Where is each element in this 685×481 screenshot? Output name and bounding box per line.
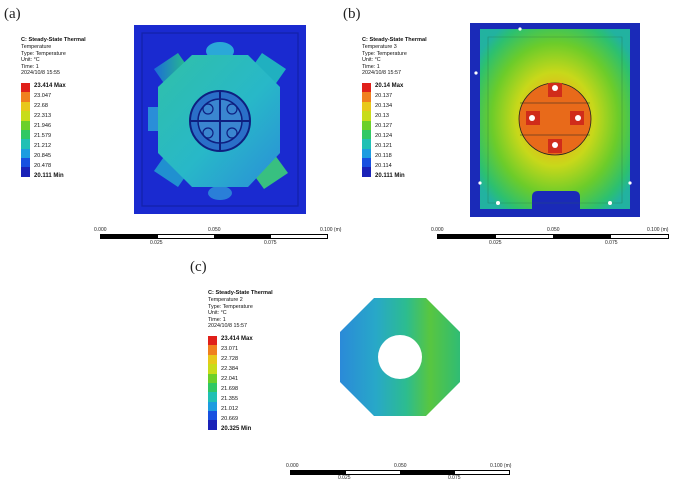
legend-meta-4: Time: 1	[208, 316, 226, 323]
legend-meta-3: Unit: °C	[208, 310, 227, 317]
legend-label: 22.728	[221, 355, 239, 362]
scale-subtick: 0.075	[448, 475, 461, 481]
legend-label: 22.041	[221, 375, 239, 382]
scale-tick: 0.050	[208, 227, 221, 233]
legend-label: 20.845	[34, 152, 52, 159]
legend-title: C: Steady-State Thermal	[21, 37, 86, 43]
scale-subtick: 0.075	[264, 240, 277, 246]
legend-label: 21.946	[34, 122, 52, 129]
scale-tick: 0.000	[94, 227, 107, 233]
arm-bottom-left	[154, 151, 192, 187]
panel-c-letter: (c)	[190, 259, 207, 275]
scale-subtick: 0.025	[489, 240, 502, 246]
legend-label: 20.669	[221, 415, 239, 422]
panel-c-scalebar: 0.000 0.050 0.100 (m) 0.025 0.075	[286, 463, 512, 481]
color-bar	[208, 335, 217, 430]
panel-b-letter: (b)	[343, 6, 361, 22]
legend-label: 23.071	[221, 345, 239, 352]
scale-tick: 0.100 (m)	[320, 227, 342, 233]
color-bar	[21, 82, 30, 177]
legend-meta-4: Time: 1	[21, 63, 39, 70]
legend-label: 21.212	[34, 142, 52, 149]
legend-title: C: Steady-State Thermal	[362, 37, 427, 43]
left-lug	[148, 107, 158, 131]
scale-tick: 0.100 (m)	[490, 463, 512, 469]
legend-meta-5: 2024/10/8 15:55	[21, 70, 60, 77]
legend-meta-5: 2024/10/8 15:57	[208, 323, 247, 330]
legend-label: 22.68	[34, 102, 48, 109]
legend-label: 20.137	[375, 92, 393, 99]
scale-tick: 0.050	[394, 463, 407, 469]
panel-c-contour-plot	[340, 298, 460, 416]
legend-label: 20.124	[375, 132, 393, 139]
scale-tick: 0.000	[431, 227, 444, 233]
arm-top-right	[248, 53, 286, 89]
legend-title: C: Steady-State Thermal	[208, 290, 273, 296]
bottom-lug	[208, 186, 232, 200]
legend-scale: 20.14 Max 20.137 20.134 20.13 20.127 20.…	[362, 82, 427, 179]
legend-label: 20.111 Min	[375, 172, 405, 179]
legend-meta-3: Unit: °C	[362, 57, 381, 64]
legend-meta-4: Time: 1	[362, 63, 380, 70]
legend-label: 20.118	[375, 152, 392, 159]
legend-meta-2: Type: Temperature	[362, 50, 407, 57]
legend-label: 20.111 Min	[34, 172, 64, 179]
panel-a-legend: C: Steady-State Thermal Temperature Type…	[21, 37, 86, 179]
panel-a-letter: (a)	[4, 6, 21, 22]
scale-tick: 0.050	[547, 227, 560, 233]
legend-meta-2: Type: Temperature	[21, 50, 66, 57]
legend-label: 23.414 Max	[221, 335, 253, 342]
arm-top-left	[154, 53, 192, 89]
scale-subtick: 0.025	[338, 475, 351, 481]
panel-a-contour-plot	[134, 25, 306, 214]
panel-b-contour-plot	[470, 23, 640, 217]
scale-subtick: 0.025	[150, 240, 163, 246]
legend-meta-1: Temperature 2	[208, 297, 243, 303]
color-bar	[362, 82, 371, 177]
panel-a-scalebar: 0.000 0.050 0.100 (m) 0.025 0.075	[94, 227, 341, 246]
panel-b-legend: C: Steady-State Thermal Temperature 3 Ty…	[362, 37, 427, 179]
legend-label: 23.414 Max	[34, 82, 66, 89]
legend-label: 21.698	[221, 385, 239, 392]
scale-tick: 0.100 (m)	[647, 227, 669, 233]
legend-meta-5: 2024/10/8 15:57	[362, 70, 401, 77]
legend-label: 20.121	[375, 142, 393, 149]
legend-label: 20.134	[375, 102, 393, 109]
panel-b-scalebar: 0.000 0.050 0.100 (m) 0.025 0.075	[431, 227, 669, 246]
center-hole	[378, 335, 422, 379]
panel-c-legend: C: Steady-State Thermal Temperature 2 Ty…	[208, 290, 273, 432]
legend-label: 21.012	[221, 405, 239, 412]
legend-scale: 23.414 Max 23.071 22.728 22.384 22.041 2…	[208, 335, 273, 432]
legend-label: 20.114	[375, 162, 392, 169]
legend-label: 20.478	[34, 162, 52, 169]
legend-scale: 23.414 Max 23.047 22.68 22.313 21.946 21…	[21, 82, 86, 179]
legend-meta-1: Temperature 3	[362, 44, 397, 50]
legend-label: 20.14 Max	[375, 82, 404, 89]
legend-meta-2: Type: Temperature	[208, 303, 253, 310]
legend-label: 20.13	[375, 112, 389, 119]
legend-meta-1: Temperature	[21, 44, 52, 50]
legend-label: 20.325 Min	[221, 425, 252, 432]
legend-meta-3: Unit: °C	[21, 57, 40, 64]
legend-label: 23.047	[34, 92, 52, 99]
legend-label: 21.579	[34, 132, 52, 139]
legend-label: 22.384	[221, 365, 239, 372]
legend-label: 22.313	[34, 112, 52, 119]
legend-label: 20.127	[375, 122, 393, 129]
scale-subtick: 0.075	[605, 240, 618, 246]
legend-label: 21.355	[221, 395, 239, 402]
scale-tick: 0.000	[286, 463, 299, 469]
